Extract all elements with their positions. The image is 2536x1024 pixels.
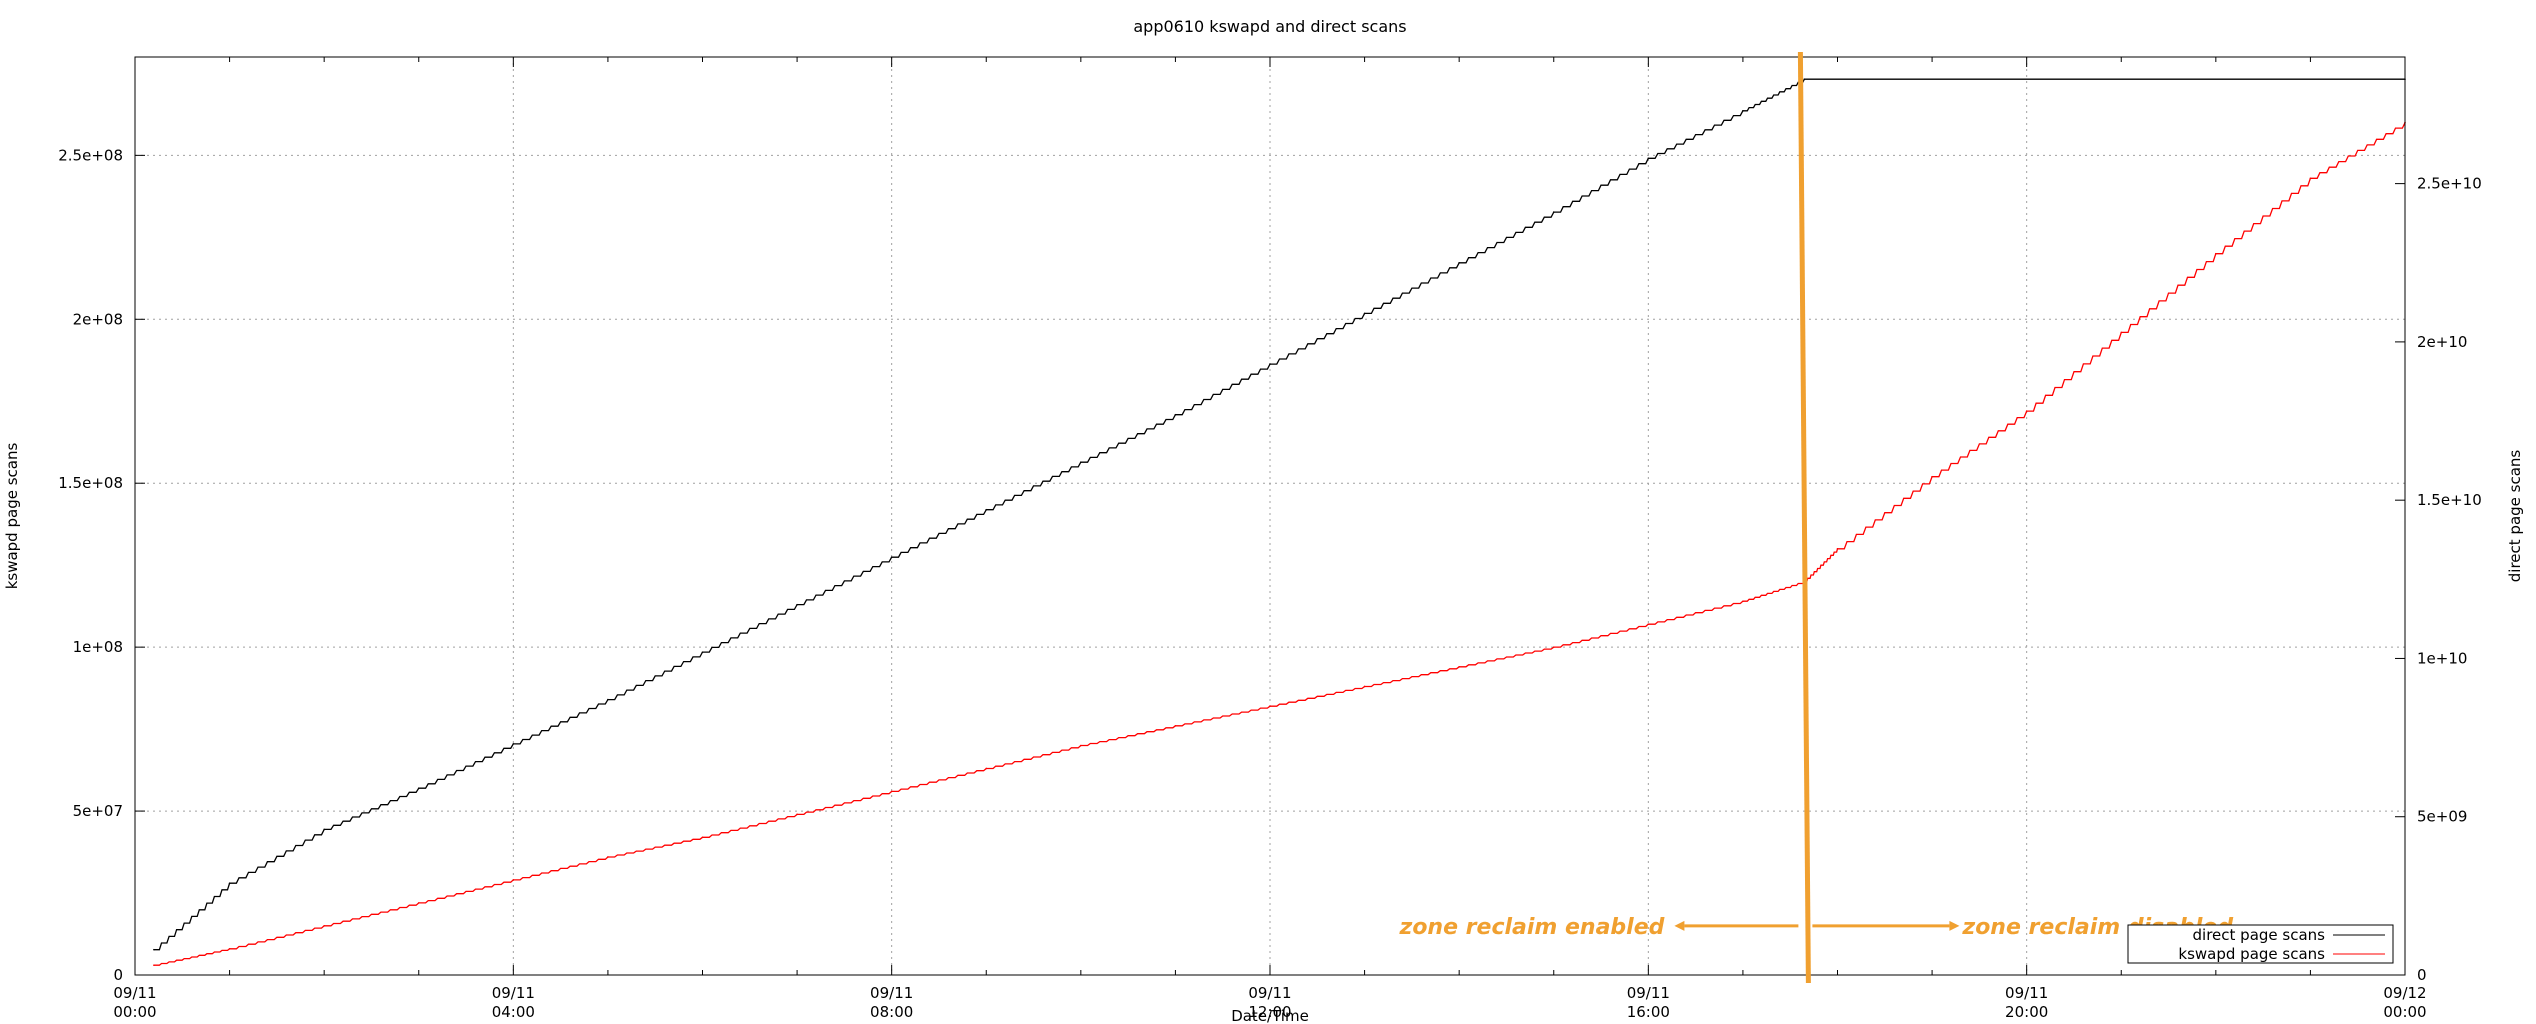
x-tick-label: 09/11 08:00: [870, 984, 913, 1021]
legend-box: [2127, 924, 2394, 964]
x-tick-date: 09/12: [2383, 984, 2426, 1002]
y-axis-right-title: direct page scans: [2506, 450, 2524, 583]
data-point: [417, 902, 420, 904]
y-left-tick-label: 2e+08: [73, 310, 123, 328]
series-layer: [153, 78, 2406, 966]
chart-title: app0610 kswapd and direct scans: [1133, 17, 1406, 36]
data-point: [1552, 211, 1555, 213]
legend-label-direct: direct page scans: [2193, 926, 2326, 944]
data-point: [228, 947, 231, 950]
data-point: [1363, 685, 1366, 688]
y-right-tick-label: 1e+10: [2417, 649, 2467, 667]
data-point: [796, 603, 798, 606]
grid-lines: [135, 57, 2405, 975]
legend: direct page scans kswapd page scans: [2127, 924, 2394, 964]
data-point: [1458, 666, 1460, 668]
data-point: [1174, 413, 1177, 416]
x-tick-label: 09/11 16:00: [1627, 984, 1670, 1021]
x-axis-title: Date/Time: [1231, 1007, 1309, 1024]
y-right-tick-label: 0: [2417, 966, 2427, 984]
data-point: [1647, 157, 1650, 160]
data-point: [607, 698, 609, 701]
y-right-tick-label: 1.5e+10: [2417, 491, 2482, 509]
x-tick-label: 09/11 12:00: [1248, 984, 1291, 1021]
data-point: [512, 879, 515, 881]
y-right-tick-label: 2.5e+10: [2417, 175, 2482, 193]
data-point: [701, 836, 704, 839]
data-point: [985, 508, 988, 511]
data-point: [512, 743, 515, 745]
data-point: [1647, 623, 1650, 625]
y-right-tick-label: 2e+10: [2417, 333, 2467, 351]
x-tick-time: 00:00: [2383, 1003, 2426, 1021]
data-point: [153, 948, 155, 951]
series-line-kswapd: [153, 122, 2406, 966]
data-point: [1803, 78, 1806, 80]
data-point: [890, 556, 893, 558]
data-point: [153, 964, 155, 966]
data-point: [1742, 110, 1744, 112]
data-point: [607, 856, 609, 858]
y-left-tick-label: 1e+08: [73, 638, 123, 656]
x-tick-date: 09/11: [492, 984, 535, 1002]
x-tick-date: 09/11: [870, 984, 913, 1002]
data-point: [417, 787, 420, 790]
data-point: [2025, 410, 2028, 412]
annotations: zone reclaim enabled zone reclaim disabl…: [1399, 51, 2233, 984]
x-tick-label: 09/11 00:00: [113, 984, 156, 1021]
y-axis-left-title: kswapd page scans: [3, 443, 21, 590]
data-point: [2120, 331, 2123, 334]
data-point: [1269, 363, 1271, 365]
annotation-zone-reclaim-enabled: zone reclaim enabled: [1399, 915, 1665, 940]
data-point: [1080, 461, 1082, 463]
data-point: [1174, 725, 1177, 727]
x-tick-label: 09/11 04:00: [492, 984, 535, 1021]
data-point: [1742, 600, 1744, 603]
arrow-left-head: [1674, 920, 1685, 931]
arrow-right-head: [1949, 920, 1960, 931]
x-tick-label: 09/12 00:00: [2383, 984, 2426, 1021]
data-point: [985, 767, 988, 770]
x-tick-label: 09/11 20:00: [2005, 984, 2048, 1021]
x-tick-time: 00:00: [113, 1003, 156, 1021]
data-point: [1269, 705, 1271, 707]
data-point: [796, 813, 798, 816]
y-left-tick-label: 1.5e+08: [58, 474, 123, 492]
data-point: [1836, 547, 1839, 550]
series-line-direct: [153, 78, 2405, 951]
legend-label-kswapd: kswapd page scans: [2178, 945, 2325, 963]
data-point: [1458, 261, 1460, 264]
x-tick-date: 09/11: [1248, 984, 1291, 1002]
y-left-tick-label: 2.5e+08: [58, 146, 123, 164]
x-tick-date: 09/11: [113, 984, 156, 1002]
data-point: [1552, 646, 1555, 648]
data-point: [323, 828, 325, 831]
data-point: [323, 925, 325, 927]
x-tick-time: 08:00: [870, 1003, 913, 1021]
data-point: [228, 882, 231, 884]
x-tick-time: 16:00: [1627, 1003, 1670, 1021]
x-tick-time: 12:00: [1248, 1003, 1291, 1021]
x-tick-date: 09/11: [2005, 984, 2048, 1002]
y-left-tick-label: 5e+07: [73, 802, 123, 820]
y-left-tick-label: 0: [113, 966, 123, 984]
data-point: [1363, 312, 1366, 315]
zone-reclaim-marker-line: [1797, 51, 1811, 984]
y-right-tick-label: 5e+09: [2417, 808, 2467, 826]
data-point: [2309, 177, 2312, 180]
x-tick-time: 04:00: [492, 1003, 535, 1021]
data-point: [701, 651, 704, 653]
axis-ticks: [134, 57, 2406, 976]
x-tick-date: 09/11: [1627, 984, 1670, 1002]
data-point: [2215, 252, 2217, 255]
data-point: [890, 790, 893, 793]
data-point: [1080, 744, 1082, 747]
data-point: [1931, 475, 1933, 478]
x-tick-time: 20:00: [2005, 1003, 2048, 1021]
